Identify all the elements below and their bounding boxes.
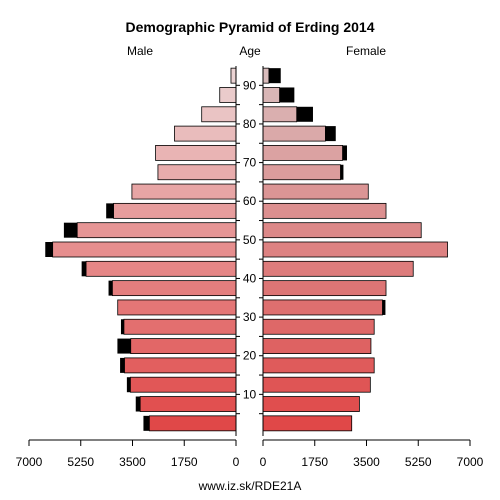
female-foreign-bar-70-74 [342,145,347,161]
female-x-tick-label: 0 [260,455,267,469]
male-foreign-bar-20-24 [117,338,131,354]
female-bar-65-69 [262,164,341,181]
male-bar-85-89 [219,87,237,103]
x-axis-ticks: 0 0 1750 1750 3500 3500 5250 5250 7000 7000 [16,440,484,469]
male-bar-35-39 [111,280,237,297]
male-foreign-bar-55-59 [106,203,114,219]
female-x-tick-label: 5250 [405,455,432,469]
male-x-tick-label: 5250 [67,455,94,469]
chart-title: Demographic Pyramid of Erding 2014 [126,19,375,35]
female-bar-30-34 [262,299,383,316]
female-bar-25-29 [262,318,375,335]
male-foreign-bar-0-4 [143,415,150,431]
female-bar-70-74 [262,145,343,161]
footer-url: www.iz.sk/RDE21A [198,479,302,493]
male-x-tick-label: 7000 [16,455,43,469]
female-foreign-bar-75-79 [325,126,336,142]
male-bar-0-4 [148,415,237,432]
male-foreign-bar-40-44 [81,261,87,277]
female-bar-10-14 [262,376,371,393]
male-bar-60-64 [131,183,237,200]
female-x-tick-label: 3500 [353,455,380,469]
male-bar-15-19 [124,357,237,374]
male-bar-25-29 [123,318,237,335]
male-x-tick-label: 1750 [171,455,198,469]
male-bar-40-44 [85,260,237,277]
female-bar-0-4 [262,415,353,432]
male-bar-65-69 [157,164,237,181]
male-bar-10-14 [130,376,237,393]
male-bars [45,67,237,432]
female-bar-60-64 [262,183,369,200]
female-foreign-bar-30-34 [382,299,386,315]
male-bar-90+ [230,67,237,84]
female-bar-90+ [262,67,270,84]
male-bar-45-49 [52,241,237,258]
female-foreign-bar-85-89 [279,87,295,103]
female-bar-45-49 [262,241,448,258]
male-bar-80-84 [201,106,237,123]
male-x-tick-label: 0 [233,455,240,469]
female-bar-55-59 [262,202,387,219]
age-tick-label: 90 [243,78,257,92]
female-bar-15-19 [262,357,375,374]
female-bar-85-89 [262,87,280,103]
age-tick-label: 40 [243,271,257,285]
female-x-tick-label: 1750 [301,455,328,469]
age-tick-label: 10 [243,387,257,401]
male-foreign-bar-50-54 [63,222,78,238]
age-label: Age [239,44,261,58]
male-foreign-bar-25-29 [120,319,124,335]
male-bar-20-24 [130,338,237,354]
male-bar-70-74 [155,145,237,161]
female-bar-40-44 [262,260,414,277]
male-foreign-bar-35-39 [108,280,113,296]
female-bar-5-9 [262,396,360,412]
age-tick-label: 30 [243,310,257,324]
female-bar-50-54 [262,222,422,239]
male-label: Male [127,44,153,58]
female-label: Female [346,44,386,58]
male-bar-75-79 [174,125,237,142]
male-foreign-bar-45-49 [45,242,53,257]
age-tick-label: 60 [243,194,257,208]
age-axis-ticks: 10 20 30 40 50 60 70 80 90 [236,78,263,415]
female-bar-35-39 [262,280,387,297]
female-bar-75-79 [262,125,326,142]
female-foreign-bar-80-84 [296,106,313,122]
male-x-tick-label: 3500 [119,455,146,469]
male-bar-5-9 [139,396,237,412]
male-foreign-bar-10-14 [126,377,131,393]
female-foreign-bar-65-69 [340,164,344,180]
male-foreign-bar-15-19 [120,357,125,373]
age-tick-label: 50 [243,233,257,247]
female-x-tick-label: 7000 [457,455,484,469]
age-tick-label: 70 [243,156,257,170]
male-bar-55-59 [113,202,237,219]
age-tick-label: 80 [243,117,257,131]
female-foreign-bar-90+ [268,68,281,84]
female-bar-20-24 [262,338,372,354]
male-foreign-bar-5-9 [135,396,141,412]
male-bar-30-34 [117,299,237,316]
age-tick-label: 20 [243,349,257,363]
female-bars [262,67,448,432]
male-bar-50-54 [76,222,237,239]
female-bar-80-84 [262,106,298,123]
